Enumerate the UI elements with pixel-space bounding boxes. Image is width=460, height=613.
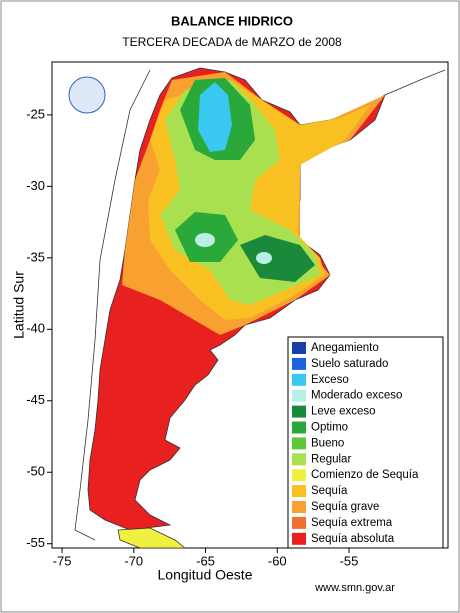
region-light-blue-2 <box>256 252 272 264</box>
y-axis-label: Latitud Sur <box>11 271 27 339</box>
legend-swatch <box>292 357 306 370</box>
map <box>51 61 449 549</box>
legend-swatch <box>292 516 306 529</box>
region-blue <box>198 82 232 152</box>
x-tick-label: -60 <box>268 553 287 568</box>
axes: -75 -70 -65 -60 -55 -25 -30 -35 -40 -45 -50 -55 <box>26 106 358 568</box>
legend-label: Anegamiento <box>311 342 379 354</box>
y-tick-label: -45 <box>26 392 45 407</box>
x-tick-label: -65 <box>196 553 215 568</box>
source: www.smn.gov.ar <box>314 582 395 594</box>
legend-swatch <box>292 405 306 418</box>
y-tick-label: -25 <box>26 106 45 121</box>
legend-swatch <box>292 437 306 450</box>
legend-label: Leve exceso <box>311 406 376 418</box>
y-tick-label: -50 <box>26 464 45 479</box>
legend-swatch <box>292 532 306 545</box>
legend-swatch <box>292 469 306 482</box>
region-green-3 <box>240 235 315 282</box>
legend-label: Exceso <box>311 374 349 386</box>
legend-swatch <box>292 421 306 434</box>
region-light-blue <box>195 233 215 247</box>
legend-swatch <box>292 485 306 498</box>
legend-swatch <box>292 389 306 402</box>
x-tick-label: -70 <box>124 553 143 568</box>
y-tick-label: -30 <box>26 178 45 193</box>
legend-label: Regular <box>311 453 351 465</box>
legend-swatch <box>292 373 306 386</box>
coastline-west <box>74 69 151 541</box>
y-tick-label: -40 <box>26 321 45 336</box>
coastline-east <box>384 69 446 96</box>
title: BALANCE HIDRICO <box>171 13 293 28</box>
legend-swatch <box>292 342 306 354</box>
legend-label: Sequía grave <box>311 501 379 513</box>
logo <box>68 76 106 114</box>
y-tick-label: -35 <box>26 249 45 264</box>
legend-swatch <box>292 501 306 513</box>
tierra-del-fuego <box>117 527 187 549</box>
legend-label: Moderado exceso <box>311 390 402 402</box>
x-axis-label: Longitud Oeste <box>158 567 253 583</box>
legend-box <box>287 336 444 549</box>
legend-label: Sequía <box>311 485 348 497</box>
legend-label: Suelo saturado <box>311 358 388 370</box>
x-tick-label: -75 <box>53 553 72 568</box>
legend-label: Bueno <box>311 437 344 449</box>
legend-label: Sequía extrema <box>311 517 393 529</box>
x-tick-label: -55 <box>340 553 359 568</box>
legend-swatch <box>292 453 306 466</box>
legend: Anegamiento Suelo saturado Exceso Moderado … <box>292 342 419 545</box>
y-tick-label: -55 <box>26 535 45 550</box>
subtitle: TERCERA DECADA de MARZO de 2008 <box>122 35 342 49</box>
legend-label: Comienzo de Sequía <box>311 469 419 481</box>
legend-label: Optimo <box>311 422 348 434</box>
legend-label: Sequía absoluta <box>311 533 395 545</box>
